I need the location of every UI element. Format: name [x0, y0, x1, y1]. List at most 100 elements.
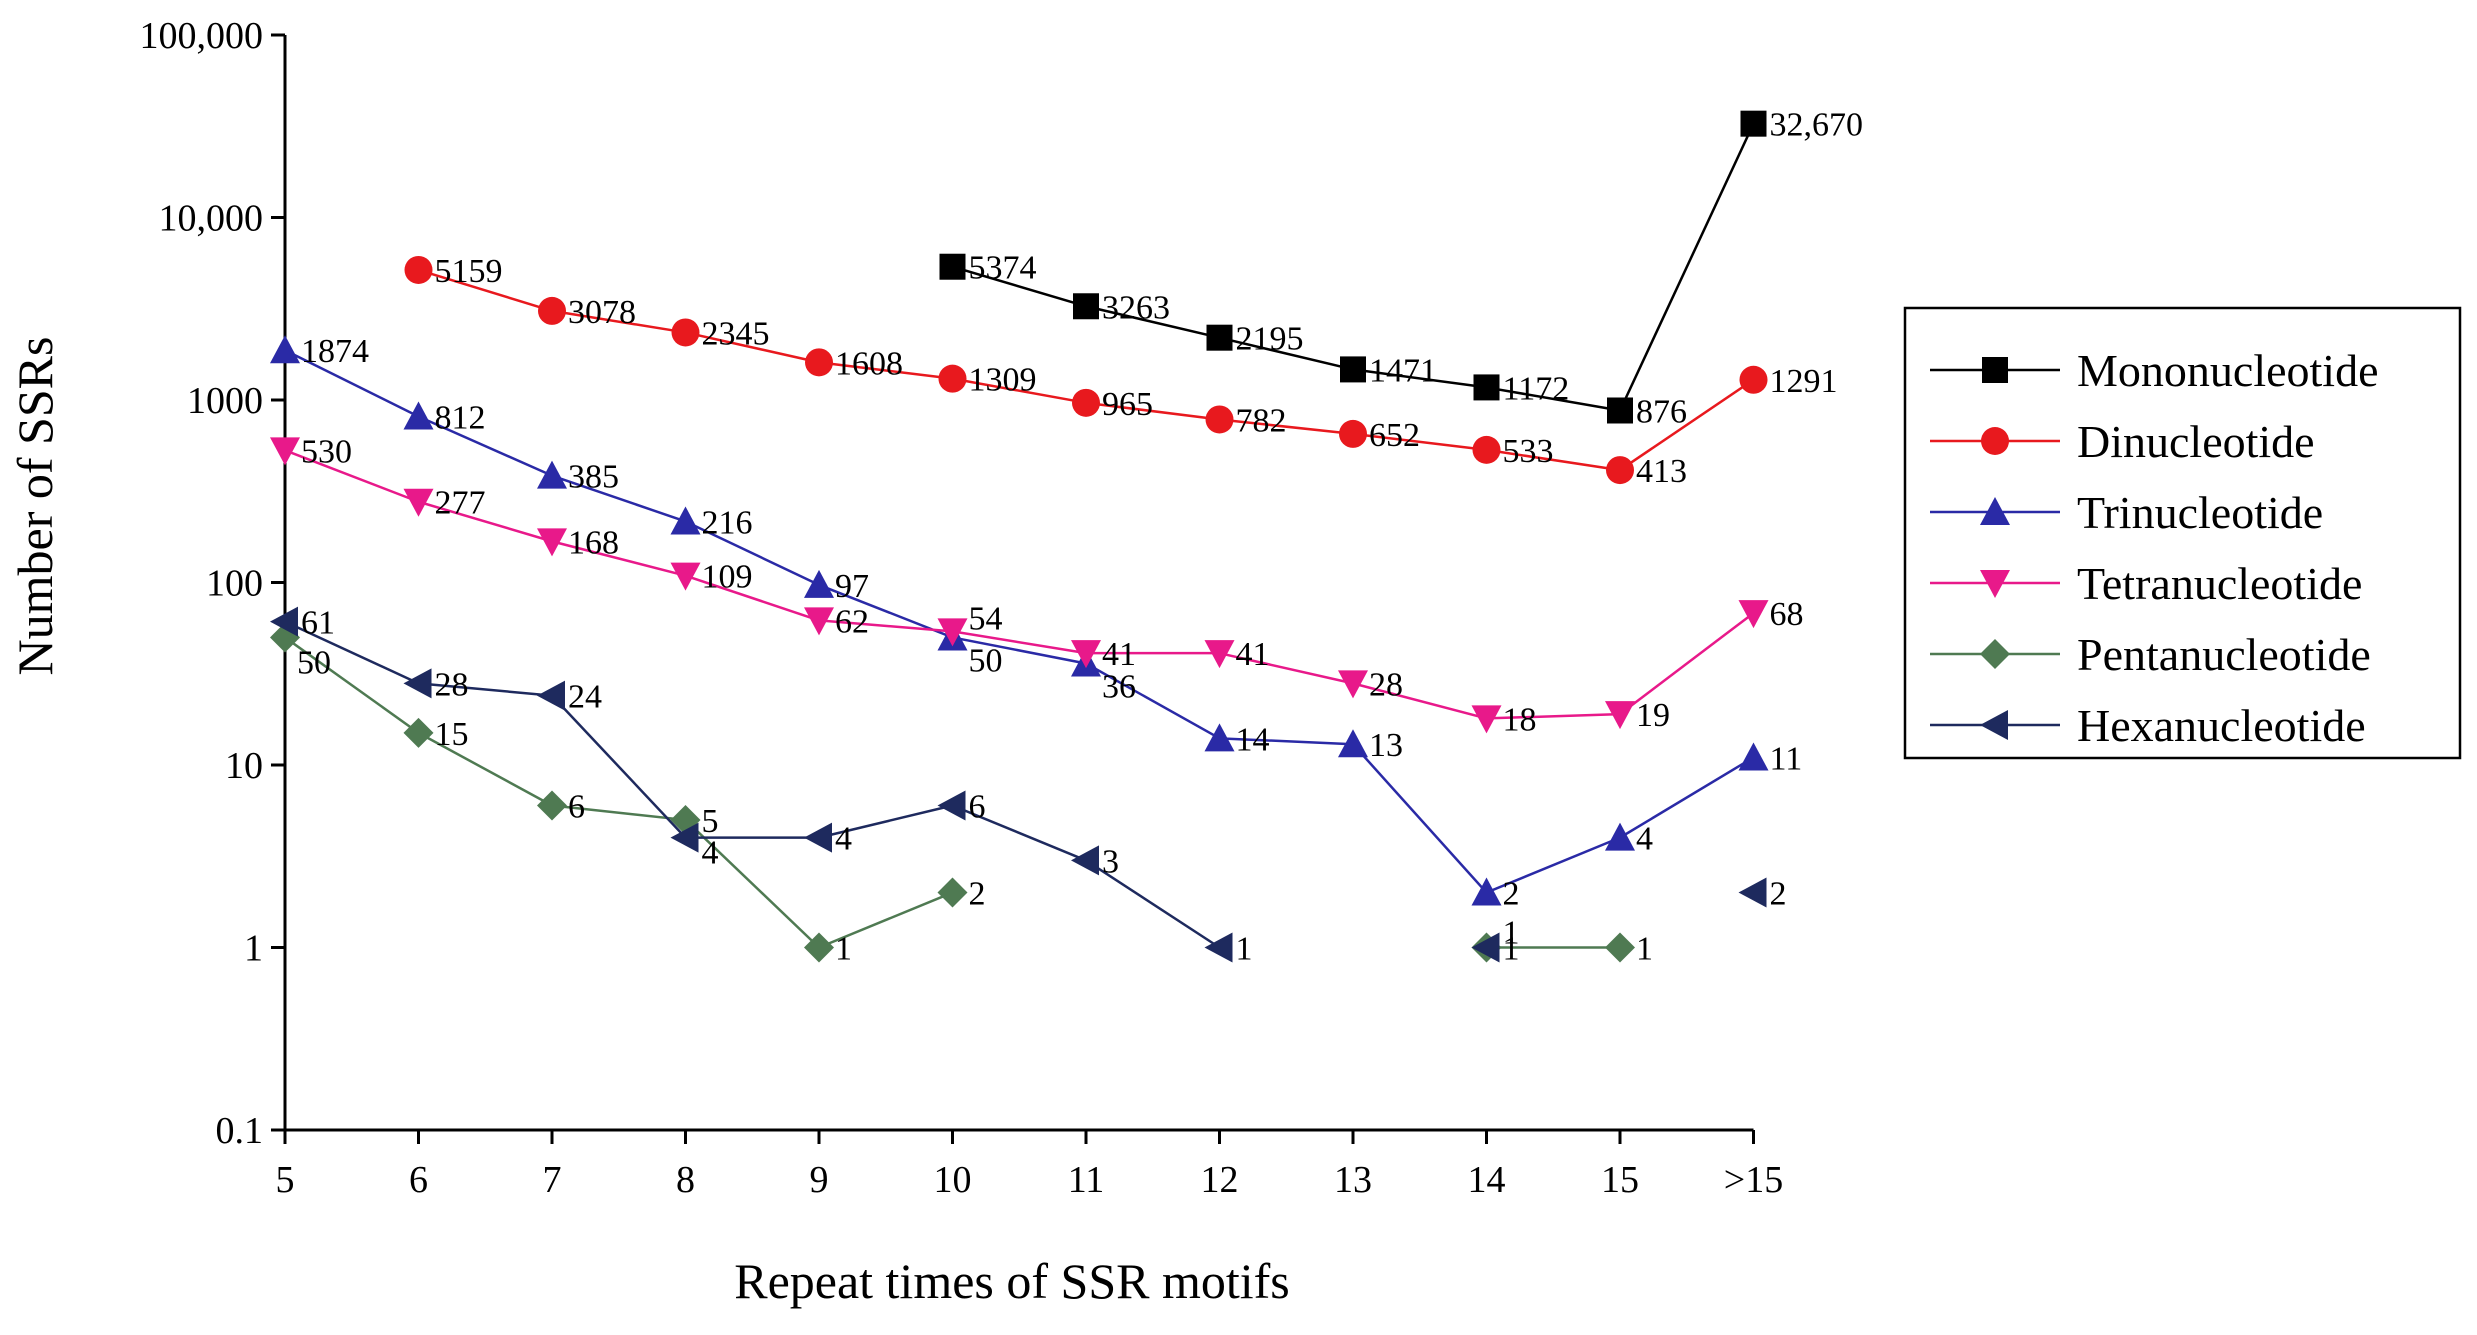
dinucleotide-line-segment	[418, 268, 553, 313]
mononucleotide-point	[1473, 374, 1500, 401]
x-tick-label: 6	[409, 1159, 428, 1201]
hexanucleotide-line-segment	[418, 682, 553, 697]
hexanucleotide-point	[804, 822, 832, 853]
tetranucleotide-point	[1471, 705, 1502, 734]
legend-dinucleotide-label: Dinucleotide	[2077, 416, 2315, 467]
dinucleotide-line-segment	[551, 309, 686, 334]
hexanucleotide-line-segment	[818, 804, 953, 839]
tetranucleotide-line-segment	[1619, 612, 1755, 716]
dinucleotide-data-label: 782	[1236, 402, 1287, 439]
series-lines	[284, 123, 1755, 949]
pentanucleotide-point	[1605, 932, 1635, 963]
tetranucleotide-line-segment	[952, 630, 1087, 655]
hexanucleotide-point	[937, 790, 966, 821]
mononucleotide-line-segment	[1618, 123, 1755, 412]
mononucleotide-data-label: 1172	[1503, 370, 1570, 407]
mononucleotide-line-segment	[952, 265, 1087, 308]
dinucleotide-data-label: 965	[1102, 386, 1153, 423]
trinucleotide-line-segment	[417, 415, 553, 477]
tetranucleotide-data-label: 62	[835, 603, 869, 640]
pentanucleotide-data-label: 15	[435, 716, 469, 753]
y-tick-label: 100,000	[140, 15, 264, 57]
dinucleotide-line-segment	[685, 331, 820, 364]
hexanucleotide-data-label: 24	[568, 679, 602, 716]
dinucleotide-data-label: 3078	[568, 294, 636, 331]
tetranucleotide-point	[1738, 600, 1769, 629]
tetranucleotide-data-label: 19	[1636, 697, 1670, 734]
trinucleotide-data-label: 2	[1503, 876, 1520, 913]
pentanucleotide-line-segment	[684, 819, 820, 949]
hexanucleotide-point	[270, 606, 298, 637]
tetranucleotide-data-label: 41	[1102, 636, 1136, 673]
trinucleotide-data-label: 11	[1770, 740, 1803, 777]
dinucleotide-point	[805, 348, 833, 377]
hexanucleotide-point	[1071, 845, 1099, 876]
dinucleotide-line-segment	[1486, 448, 1621, 472]
x-tick-label: 8	[676, 1159, 695, 1201]
hexanucleotide-data-label: 61	[301, 605, 335, 642]
hexanucleotide-data-label: 3	[1102, 843, 1119, 880]
legend-tetranucleotide-label: Tetranucleotide	[2077, 558, 2362, 609]
trinucleotide-line-segment	[1486, 836, 1621, 894]
trinucleotide-data-label: 36	[1102, 668, 1136, 705]
y-tick-label: 0.1	[216, 1110, 264, 1152]
tetranucleotide-point	[937, 618, 968, 647]
tetranucleotide-line-segment	[1352, 682, 1487, 720]
tetranucleotide-line-segment	[284, 449, 419, 503]
trinucleotide-data-label: 13	[1369, 727, 1403, 764]
dinucleotide-point	[1739, 365, 1768, 394]
hexanucleotide-point	[403, 668, 432, 699]
mononucleotide-point	[1740, 110, 1767, 137]
dinucleotide-point	[938, 364, 967, 393]
dinucleotide-line-segment	[952, 377, 1087, 405]
x-tick-label: 15	[1601, 1159, 1639, 1201]
pentanucleotide-line-segment	[284, 636, 420, 734]
trinucleotide-line-segment	[1219, 737, 1354, 746]
trinucleotide-point	[1204, 723, 1235, 752]
legend-hexanucleotide-marker	[1980, 710, 2008, 740]
trinucleotide-data-label: 812	[435, 400, 486, 437]
trinucleotide-line-segment	[1352, 743, 1488, 894]
hexanucleotide-data-label: 1	[1503, 915, 1520, 952]
trinucleotide-line-segment	[284, 349, 420, 418]
pentanucleotide-data-label: 5	[702, 803, 719, 840]
trinucleotide-line-segment	[1085, 662, 1221, 740]
trinucleotide-point	[670, 506, 701, 535]
pentanucleotide-point	[804, 932, 834, 963]
tetranucleotide-point	[670, 562, 701, 591]
dinucleotide-data-label: 1608	[835, 345, 903, 382]
hexanucleotide-point	[1738, 877, 1767, 908]
tetranucleotide-line-segment	[818, 619, 953, 633]
hexanucleotide-line-segment	[284, 620, 420, 685]
trinucleotide-data-label: 97	[835, 568, 869, 605]
dinucleotide-point	[1606, 456, 1634, 485]
trinucleotide-data-label: 1874	[301, 333, 369, 370]
legend-pentanucleotide-marker	[1980, 639, 2010, 669]
mononucleotide-line-segment	[1085, 305, 1220, 339]
mononucleotide-point	[939, 253, 966, 280]
pentanucleotide-point	[537, 790, 567, 821]
hexanucleotide-data-label: 28	[435, 666, 469, 703]
hexanucleotide-point	[537, 680, 565, 711]
tetranucleotide-data-label: 109	[702, 559, 753, 596]
dinucleotide-point	[1339, 419, 1367, 448]
tetranucleotide-point	[270, 437, 300, 466]
mononucleotide-data-label: 3263	[1102, 289, 1170, 326]
tetranucleotide-data-label: 530	[301, 433, 352, 470]
legend-mononucleotide-label: Mononucleotide	[2077, 345, 2379, 396]
dinucleotide-data-label: 2345	[702, 315, 770, 352]
x-tick-label: 14	[1468, 1159, 1506, 1201]
tetranucleotide-data-label: 54	[969, 600, 1003, 637]
tetranucleotide-point	[403, 488, 434, 517]
dinucleotide-point	[538, 296, 566, 325]
dinucleotide-line-segment	[1219, 418, 1354, 436]
hexanucleotide-data-label: 4	[835, 821, 852, 858]
tetranucleotide-point	[537, 528, 567, 557]
mononucleotide-data-label: 32,670	[1770, 107, 1864, 144]
mononucleotide-data-label: 5374	[969, 250, 1037, 287]
dinucleotide-point	[404, 255, 433, 284]
tetranucleotide-line-segment	[551, 540, 686, 577]
